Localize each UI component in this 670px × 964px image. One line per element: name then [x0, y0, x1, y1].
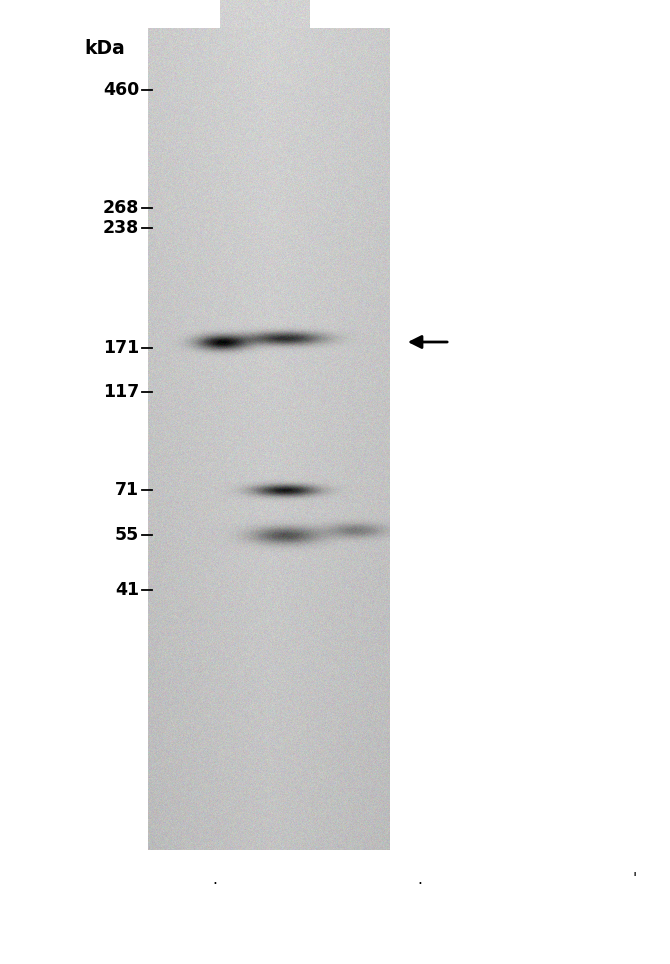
Text: 71: 71 — [115, 481, 139, 499]
Text: .: . — [417, 872, 423, 888]
Text: 41: 41 — [115, 581, 139, 599]
Text: 117: 117 — [103, 383, 139, 401]
Text: ': ' — [633, 872, 637, 888]
Text: 171: 171 — [103, 339, 139, 357]
Text: 238: 238 — [103, 219, 139, 237]
Text: .: . — [212, 872, 218, 888]
Text: 55: 55 — [115, 526, 139, 544]
Text: 460: 460 — [103, 81, 139, 99]
Text: 268: 268 — [103, 199, 139, 217]
Text: kDa: kDa — [84, 39, 125, 58]
